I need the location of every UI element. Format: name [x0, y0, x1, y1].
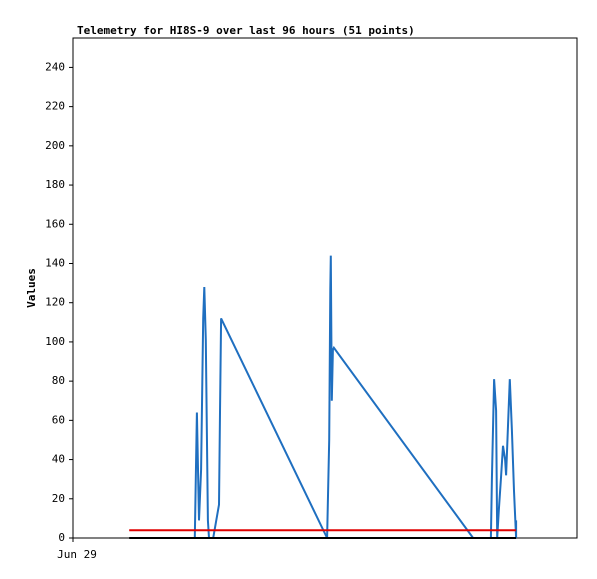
y-tick-label: 240	[45, 60, 65, 73]
y-tick-label: 40	[52, 453, 65, 466]
y-tick-label: 200	[45, 139, 65, 152]
y-tick-label: 100	[45, 335, 65, 348]
y-tick-label: 20	[52, 492, 65, 505]
y-axis-label: Values	[25, 268, 38, 308]
y-tick-label: 80	[52, 374, 65, 387]
chart-title: Telemetry for HI8S-9 over last 96 hours …	[77, 24, 415, 37]
y-tick-label: 220	[45, 100, 65, 113]
y-tick-label: 0	[58, 531, 65, 544]
y-tick-label: 120	[45, 296, 65, 309]
y-tick-label: 160	[45, 217, 65, 230]
y-tick-label: 60	[52, 413, 65, 426]
series-line	[193, 255, 518, 539]
y-tick-label: 140	[45, 256, 65, 269]
y-tick-label: 180	[45, 178, 65, 191]
x-tick-label: Jun 29	[57, 548, 97, 561]
